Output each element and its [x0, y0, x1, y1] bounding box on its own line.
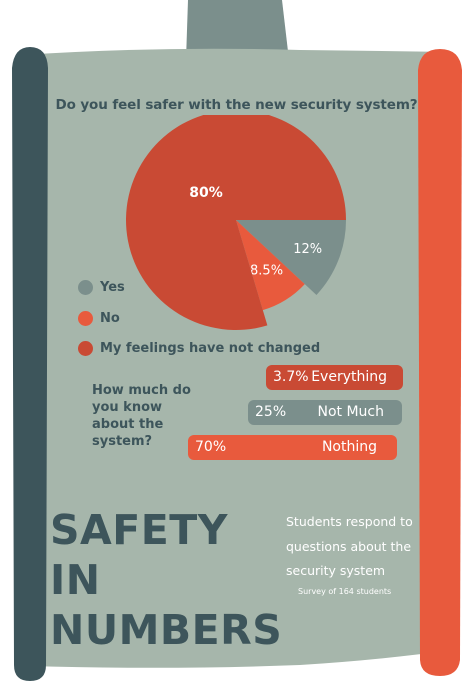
legend-label-yes: Yes	[100, 279, 125, 295]
legend-item-yes: Yes	[78, 278, 125, 296]
subtitle: Students respond to questions about the …	[286, 514, 413, 578]
headline: SAFETY IN NUMBERS	[50, 506, 283, 654]
bar-value-nothing: 70%	[195, 439, 227, 455]
legend-item-no: No	[78, 309, 120, 327]
pie-slice-no	[236, 220, 305, 311]
pie-label-unchanged: 80%	[189, 185, 223, 201]
legend-dot-no	[78, 310, 93, 326]
knowledge-question: How much do you know about the system?	[92, 383, 191, 449]
knowledge-bar-not-much: 25% Not Much	[248, 400, 402, 425]
survey-note: Survey of 164 students	[298, 587, 392, 596]
legend-dot-unchanged	[78, 340, 93, 356]
pie-slice-yes	[236, 220, 346, 295]
bar-label-everything: Everything	[311, 369, 387, 385]
bar-value-everything: 3.7%	[273, 369, 309, 385]
left-roll	[12, 47, 48, 681]
right-roll	[418, 49, 462, 676]
pie-label-no: 8.5%	[250, 263, 283, 278]
legend-label-no: No	[100, 310, 120, 326]
pie-chart: 12% 8.5% 80%	[126, 115, 346, 330]
knowledge-bar-nothing: 70% Nothing	[188, 435, 397, 460]
bar-label-not-much: Not Much	[317, 404, 385, 420]
bar-value-not-much: 25%	[255, 404, 287, 420]
legend-dot-yes	[78, 279, 93, 295]
pie-slice-unchanged	[126, 115, 346, 330]
legend-item-unchanged: My feelings have not changed	[78, 339, 320, 357]
bar-label-nothing: Nothing	[321, 439, 377, 455]
legend-label-unchanged: My feelings have not changed	[100, 340, 321, 356]
chart-question: Do you feel safer with the new security …	[55, 97, 418, 113]
pie-label-yes: 12%	[293, 242, 322, 257]
knowledge-bar-everything: 3.7% Everything	[266, 365, 403, 390]
